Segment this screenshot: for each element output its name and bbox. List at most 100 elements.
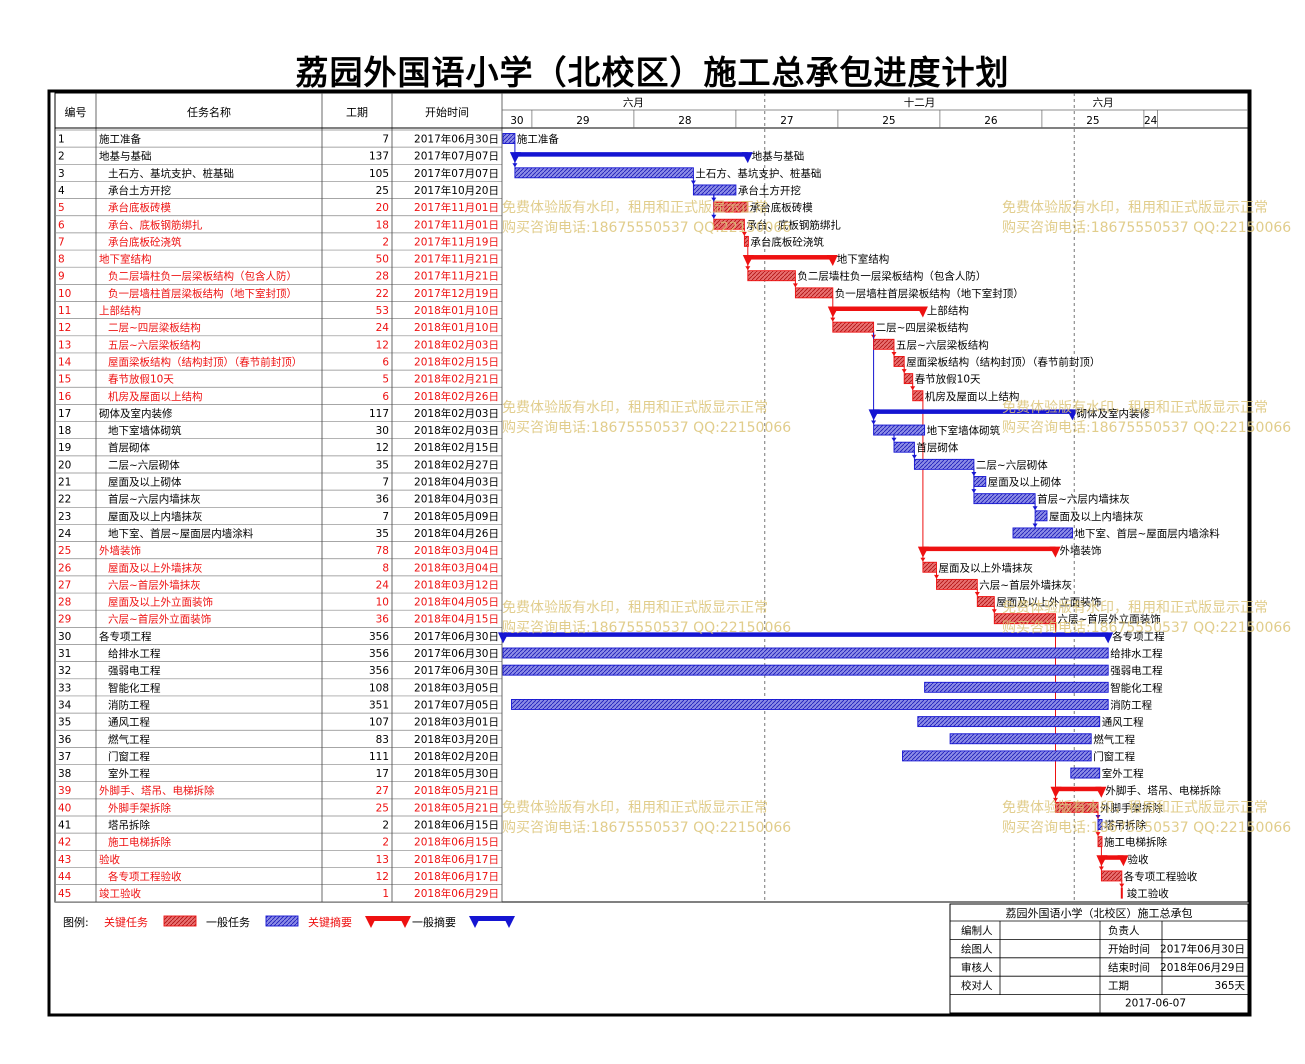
dependency-arrow — [901, 369, 907, 374]
legend-summary-cap — [365, 916, 377, 928]
critical-task-bar — [1097, 836, 1103, 848]
critical-task-bar — [936, 578, 978, 590]
task-start: 2018年04月15日 — [414, 613, 499, 626]
bar-label: 施工准备 — [517, 133, 559, 146]
task-name: 消防工程 — [108, 698, 150, 711]
critical-task-bar — [922, 561, 937, 573]
legend-summary-cap — [399, 916, 411, 928]
task-name: 验收 — [99, 853, 120, 866]
task-duration: 2 — [382, 820, 389, 832]
dependency-arrow — [991, 609, 997, 614]
task-name: 门窗工程 — [108, 750, 150, 763]
task-id: 45 — [58, 888, 71, 900]
critical-task-bar — [713, 201, 749, 213]
bar-label: 智能化工程 — [1110, 681, 1163, 694]
critical-task-bar — [893, 356, 905, 367]
task-id: 29 — [58, 614, 71, 626]
normal-task-bar — [1097, 819, 1103, 830]
task-name: 施工电梯拆除 — [108, 836, 171, 849]
task-id: 21 — [58, 477, 71, 489]
summary-bar-start-cap — [868, 409, 880, 421]
bar-label: 外脚手、塔吊、电梯拆除 — [1105, 784, 1221, 797]
normal-task-bar — [973, 493, 1036, 505]
task-name: 室外工程 — [108, 767, 150, 780]
normal-task-bar — [1012, 527, 1073, 539]
summary-bar-start-cap — [827, 306, 839, 318]
summary-bar-end-cap — [916, 306, 928, 318]
bar-label: 室外工程 — [1102, 767, 1144, 780]
chart-frame — [47, 89, 1252, 1017]
legend-summary-cap — [503, 916, 515, 928]
normal-task-bar — [502, 664, 1109, 676]
header-name: 任务名称 — [187, 105, 231, 119]
task-duration: 7 — [382, 134, 389, 146]
normal-task-bar — [502, 647, 1109, 659]
dependency-arrow — [690, 180, 696, 185]
bar-label: 施工电梯拆除 — [1104, 836, 1167, 849]
summary-bar — [503, 632, 1109, 637]
info-box-date: 2017-06-07 — [1125, 998, 1186, 1010]
bar-label: 六层~首层外立面装饰 — [1058, 613, 1161, 626]
task-id: 5 — [58, 202, 65, 214]
task-id: 24 — [58, 528, 72, 540]
task-id: 33 — [58, 682, 71, 694]
info-box-title: 荔园外国语小学（北校区）施工总承包 — [1006, 906, 1193, 920]
task-start: 2018年06月29日 — [414, 887, 499, 900]
dependency-arrow — [1032, 506, 1038, 511]
bar-label: 地基与基础 — [752, 150, 805, 163]
task-name: 地下室结构 — [99, 253, 152, 266]
task-duration: 36 — [376, 614, 390, 626]
summary-bar-end-cap — [1102, 632, 1114, 644]
dependency-arrow — [891, 437, 897, 442]
info-box-label: 负责人 — [1108, 924, 1140, 937]
task-start: 2018年03月05日 — [414, 681, 499, 694]
bar-label: 二层~四层梁板结构 — [876, 321, 969, 334]
task-start: 2017年06月30日 — [414, 630, 499, 643]
task-name: 给排水工程 — [108, 647, 161, 660]
task-duration: 12 — [376, 442, 389, 454]
header-duration: 工期 — [346, 106, 368, 119]
task-name: 竣工验收 — [99, 887, 141, 900]
task-name: 燃气工程 — [108, 733, 150, 746]
task-duration: 35 — [376, 528, 389, 540]
normal-task-bar — [917, 716, 1101, 728]
task-duration: 24 — [376, 322, 390, 334]
task-duration: 7 — [382, 511, 389, 523]
task-name: 外脚手、塔吊、电梯拆除 — [99, 784, 215, 797]
normal-task-bar — [873, 424, 926, 436]
summary-bar-start-cap — [498, 632, 509, 644]
dependency-arrow — [1119, 883, 1125, 888]
dependency-arrow — [792, 283, 798, 288]
info-box-label: 编制人 — [961, 924, 993, 937]
task-name: 机房及屋面以上结构 — [108, 390, 203, 403]
task-start: 2017年11月21日 — [414, 270, 499, 283]
task-duration: 6 — [382, 356, 389, 368]
task-duration: 50 — [376, 254, 389, 266]
summary-bar — [514, 152, 748, 157]
task-name: 五层~六层梁板结构 — [108, 338, 201, 351]
task-start: 2018年03月04日 — [414, 544, 499, 557]
bar-label: 消防工程 — [1110, 698, 1152, 711]
bar-label: 竣工验收 — [1127, 887, 1169, 900]
summary-bar — [1055, 786, 1102, 792]
task-name: 上部结构 — [99, 304, 141, 317]
bar-label: 负二层墙柱负一层梁板结构（包含人防） — [797, 270, 986, 283]
dependency-arrow — [974, 592, 980, 597]
task-start: 2018年03月01日 — [414, 716, 499, 729]
dependency-arrow — [711, 214, 717, 219]
normal-task-bar — [924, 681, 1109, 693]
dependency-arrow — [920, 557, 926, 562]
dependency-arrow — [911, 454, 917, 459]
timescale-tick-label: 24 — [1144, 115, 1158, 127]
info-box-value: 2017年06月30日 — [1160, 942, 1245, 955]
legend-title: 图例: — [63, 915, 89, 929]
normal-task-bar — [973, 476, 987, 487]
dependency-arrow — [891, 351, 897, 356]
task-id: 18 — [58, 425, 71, 437]
bar-label: 承台底板砖模 — [750, 201, 813, 214]
dependency-arrow — [512, 163, 518, 168]
task-duration: 35 — [376, 459, 389, 471]
task-duration: 28 — [376, 271, 389, 283]
timescale-tick-label: 29 — [576, 115, 589, 127]
